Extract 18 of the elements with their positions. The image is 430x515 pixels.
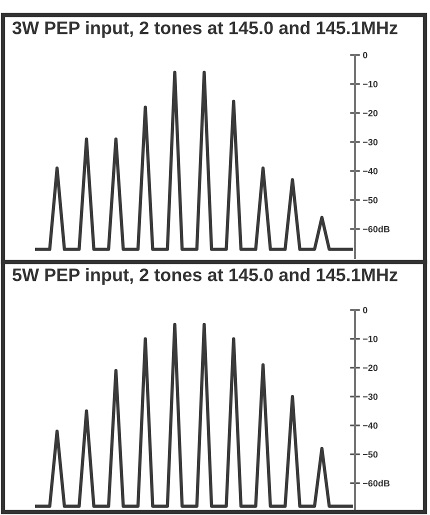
y-tick-label: −60dB [363, 226, 390, 232]
y-tick-label: −20 [363, 110, 378, 116]
y-tick-label: −50 [363, 451, 378, 458]
y-tick-label: −30 [363, 138, 378, 146]
chart-title: 5W PEP input, 2 tones at 145.0 and 145.1MHz [12, 268, 398, 285]
line-series [35, 70, 353, 251]
y-tick-label: 0 [362, 52, 368, 58]
y-tick-label: −20 [363, 364, 378, 372]
y-tick-label: −10 [363, 336, 378, 342]
y-tick-label: −40 [363, 168, 378, 174]
y-tick-label: −60dB [363, 480, 390, 487]
y-tick-label: −30 [363, 394, 378, 400]
y-tick-label: −10 [363, 80, 378, 88]
y-tick-label: −50 [363, 196, 378, 204]
line-series [35, 322, 353, 508]
y-tick-label: 0 [362, 306, 368, 314]
y-tick-label: −40 [363, 422, 378, 429]
chart-title: 3W PEP input, 2 tones at 145.0 and 145.1MHz [12, 21, 398, 38]
